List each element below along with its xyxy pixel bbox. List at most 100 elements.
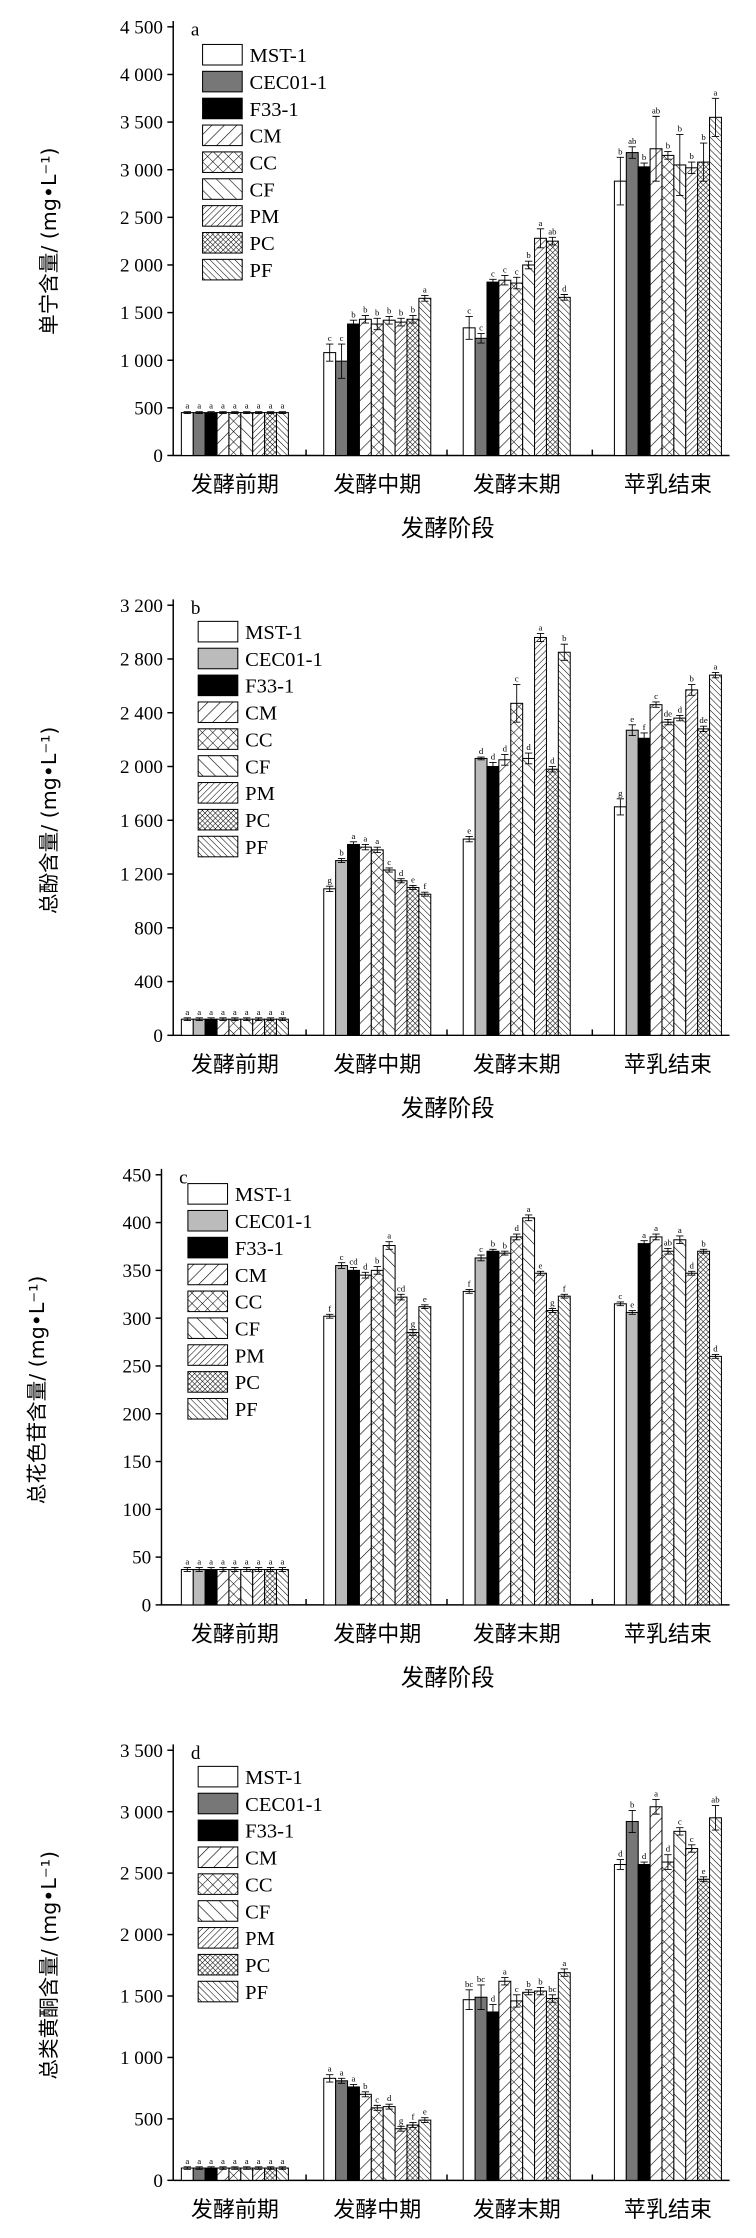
significance-letter: b — [678, 124, 683, 134]
bar-CM — [216, 2167, 230, 2181]
significance-letter: a — [387, 1231, 391, 1241]
bar-PC — [406, 318, 420, 456]
significance-letter: a — [714, 661, 718, 671]
error-bar — [501, 1977, 509, 1986]
bar-PF — [557, 296, 571, 456]
bar-MST-1 — [323, 352, 337, 456]
significance-letter: a — [245, 1557, 249, 1567]
error-bar — [195, 411, 203, 415]
error-bar — [361, 2091, 370, 2098]
bar-PM — [534, 237, 547, 456]
error-bar — [349, 319, 358, 329]
significance-letter: c — [515, 1984, 519, 1994]
legend-label: PM — [245, 783, 275, 805]
bar-F33-1 — [637, 166, 651, 456]
y-tick-label: 300 — [123, 1309, 152, 1330]
significance-letter: a — [328, 2064, 332, 2074]
error-bar — [536, 632, 545, 642]
significance-letter: a — [678, 1225, 682, 1235]
error-bar — [195, 1017, 203, 1021]
legend-swatch-PM — [197, 1927, 239, 1949]
error-bar — [243, 411, 251, 415]
bar-PF — [709, 116, 722, 456]
significance-letter: f — [563, 1283, 566, 1293]
bar-PC — [697, 1878, 711, 2181]
bar-F33-1 — [347, 843, 360, 1036]
significance-letter: a — [197, 2156, 201, 2166]
bar-CEC01-1 — [474, 1996, 488, 2181]
legend-label: CC — [245, 729, 272, 751]
error-bar — [243, 1017, 251, 1021]
bar-PF — [709, 1355, 722, 1606]
category-label: 发酵末期 — [473, 1053, 561, 1078]
error-bar — [524, 260, 533, 270]
error-bar — [477, 1254, 485, 1262]
error-bar — [361, 844, 370, 851]
legend-swatch-PC — [202, 231, 243, 254]
significance-letter: a — [352, 831, 356, 841]
legend-swatch-MST-1 — [187, 1183, 229, 1205]
category-label: 苹乳结束 — [624, 473, 712, 498]
significance-letter: g — [411, 1319, 416, 1329]
legend-swatch-CC — [197, 1873, 239, 1895]
significance-letter: a — [269, 1557, 273, 1567]
bar-MST-1 — [462, 1999, 476, 2181]
significance-letter: a — [257, 1557, 261, 1567]
bar-PC — [264, 1569, 278, 1606]
bar-PF — [275, 412, 289, 456]
bar-CF — [673, 1830, 687, 2181]
legend-swatch-CM — [202, 124, 243, 147]
significance-letter: b — [642, 152, 647, 162]
bar-F33-1 — [486, 2011, 500, 2181]
error-bar — [652, 1798, 660, 1815]
bar-PF — [275, 1569, 289, 1606]
significance-letter: b — [351, 309, 356, 319]
error-bar — [243, 1567, 251, 1572]
bar-CF — [522, 264, 536, 456]
panel-a: 0 500 1 000 1 500 2 000 2 500 3 000 3 500 4 000 4… — [37, 17, 730, 542]
significance-letter: bc — [548, 1984, 556, 1994]
error-bar — [548, 236, 557, 246]
bar-PF — [275, 1018, 289, 1036]
significance-letter: d — [678, 704, 683, 714]
error-bar — [536, 228, 545, 249]
error-bar — [699, 142, 708, 182]
legend-label: PF — [250, 260, 273, 282]
bar-PF — [557, 1295, 571, 1606]
legend-label: CF — [245, 756, 270, 778]
error-bar — [465, 1989, 473, 2010]
error-bar — [219, 411, 227, 415]
error-bar — [664, 1854, 672, 1870]
error-bar — [421, 2117, 429, 2124]
significance-letter: g — [618, 788, 623, 798]
y-tick-label: 400 — [123, 1213, 152, 1234]
significance-letter: g — [328, 875, 333, 885]
bar-PF — [418, 2119, 432, 2181]
error-bar — [183, 1017, 191, 1021]
significance-letter: d — [550, 756, 555, 766]
significance-letter: f — [643, 722, 646, 732]
significance-letter: d — [491, 1994, 496, 2004]
error-bar — [266, 1017, 275, 1021]
bar-MST-1 — [613, 1303, 627, 1606]
y-tick-label: 250 — [123, 1357, 152, 1378]
significance-letter: b — [690, 674, 695, 684]
significance-letter: a — [233, 1557, 237, 1567]
error-bar — [231, 411, 239, 415]
y-tick-label: 500 — [134, 2109, 163, 2130]
error-bar — [385, 867, 393, 873]
significance-letter: b — [363, 305, 368, 315]
bar-CF — [240, 2167, 254, 2181]
significance-letter: a — [269, 1007, 273, 1017]
category-label: 发酵前期 — [191, 1053, 279, 1078]
significance-letter: d — [526, 742, 531, 752]
bar-CF — [382, 2106, 396, 2181]
legend-swatch-F33-1 — [197, 674, 239, 697]
error-bar — [548, 766, 557, 773]
category-label: 发酵前期 — [191, 1623, 279, 1648]
bar-CF — [382, 319, 396, 456]
bar-CC — [661, 1250, 675, 1606]
significance-letter: c — [515, 674, 519, 684]
error-bar — [489, 762, 497, 771]
